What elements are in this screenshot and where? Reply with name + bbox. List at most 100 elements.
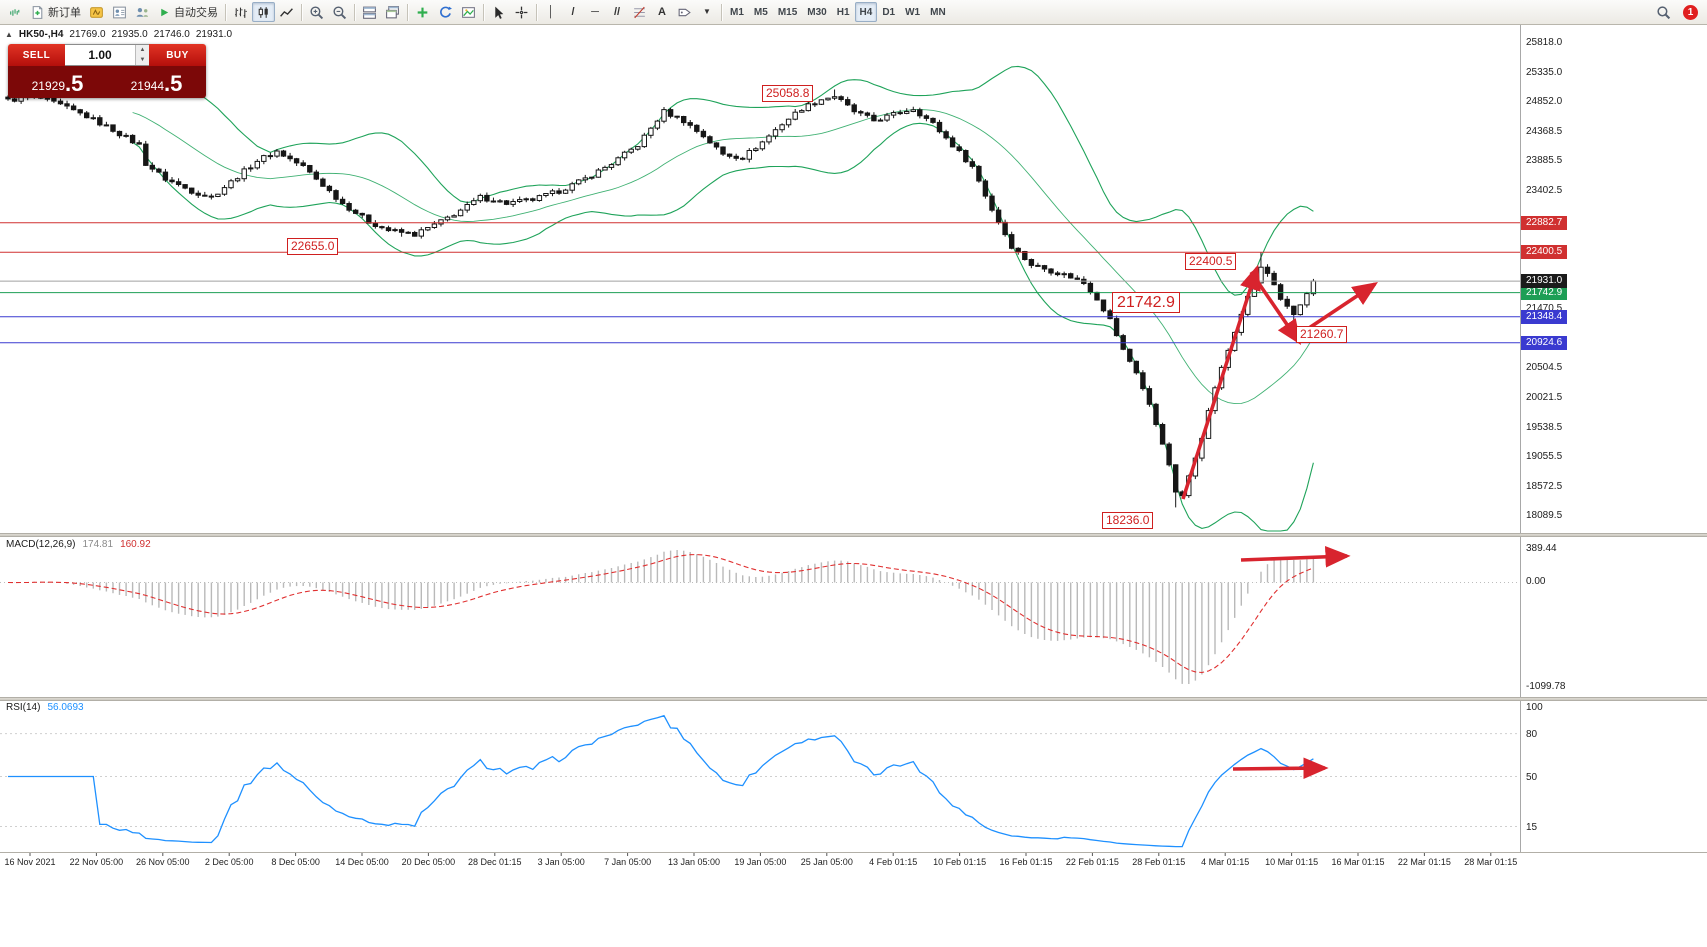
price-axis-label: 23885.5 <box>1526 155 1563 167</box>
volume-up-button[interactable]: ▲ <box>136 45 149 55</box>
toolbar-separator <box>721 3 722 21</box>
cascade-windows-button[interactable] <box>381 2 404 22</box>
crosshair-tool-button[interactable] <box>510 2 533 22</box>
rsi-axis-label: 80 <box>1526 728 1538 740</box>
price-axis-tag[interactable]: 21742.9 <box>1521 285 1568 300</box>
price-callout[interactable]: 25058.8 <box>762 85 814 102</box>
new-order-button[interactable]: 新订单 <box>26 2 85 22</box>
price-axis-tag[interactable]: 22882.7 <box>1521 215 1568 230</box>
new-order-label: 新订单 <box>48 7 81 19</box>
channel-tool-button[interactable]: // <box>606 2 628 22</box>
label-tool-button[interactable] <box>673 2 696 22</box>
timeframe-m5-button[interactable]: M5 <box>753 6 768 18</box>
time-axis-label: 22 Nov 05:00 <box>69 857 124 867</box>
search-button[interactable] <box>1652 2 1675 22</box>
zoom-out-button[interactable] <box>328 2 351 22</box>
price-axis-label: 20504.5 <box>1526 362 1563 374</box>
price-callout[interactable]: 21742.9 <box>1112 292 1180 313</box>
trendline-tool-button[interactable]: / <box>562 2 584 22</box>
price-callout[interactable]: 18236.0 <box>1102 512 1154 529</box>
buy-price-base: 21944 <box>130 79 164 93</box>
zoom-in-icon <box>309 5 324 20</box>
time-axis-label: 22 Feb 01:15 <box>1065 857 1119 867</box>
price-axis-tag[interactable]: 22400.5 <box>1521 245 1568 260</box>
tile-windows-button[interactable] <box>358 2 381 22</box>
timeframe-m1-button[interactable]: M1 <box>730 6 744 18</box>
price-axis-tag[interactable]: 21348.4 <box>1521 309 1568 324</box>
sell-button[interactable]: SELL <box>8 44 65 66</box>
rsi-axis-label: 100 <box>1526 702 1543 713</box>
bar-chart-mode-button[interactable] <box>229 2 252 22</box>
timeframe-w1-button[interactable]: W1 <box>905 6 921 18</box>
rsi-line <box>8 714 1314 848</box>
vertical-line-tool-button[interactable]: │ <box>540 2 562 22</box>
time-axis-label: 8 Dec 05:00 <box>271 857 320 867</box>
price-callout[interactable]: 22400.5 <box>1185 253 1237 270</box>
template-button[interactable] <box>457 2 480 22</box>
trend-arrow[interactable] <box>1249 270 1302 345</box>
price-axis-label: 18089.5 <box>1526 510 1563 522</box>
bollinger-lower-band <box>132 122 1314 532</box>
one-click-collapse-icon[interactable]: ▲ <box>5 30 13 39</box>
candlestick-mode-button[interactable] <box>252 2 275 22</box>
toolbar-separator <box>407 3 408 21</box>
metaeditor-button[interactable] <box>85 2 108 22</box>
buy-button[interactable]: BUY <box>149 44 206 66</box>
macd-signal-value: 160.92 <box>120 539 151 550</box>
autotrading-label: 自动交易 <box>174 7 218 19</box>
time-axis-label: 13 Jan 05:00 <box>667 857 721 867</box>
price-callout[interactable]: 22655.0 <box>287 238 339 255</box>
sell-price[interactable]: 21929 .5 <box>8 66 107 98</box>
price-axis-tag[interactable]: 21931.0 <box>1521 274 1568 289</box>
timeframe-h1-button[interactable]: H1 <box>836 6 850 18</box>
community-button[interactable] <box>131 2 154 22</box>
line-chart-mode-button[interactable] <box>275 2 298 22</box>
timeframe-h4-button[interactable]: H4 <box>854 2 878 22</box>
fibonacci-tool-button[interactable] <box>628 2 651 22</box>
refresh-icon <box>438 5 453 20</box>
time-axis-label: 28 Feb 01:15 <box>1132 857 1186 867</box>
notification-badge[interactable]: 1 <box>1683 4 1698 20</box>
price-axis-tag[interactable]: 20924.6 <box>1521 335 1568 350</box>
autotrading-play-icon <box>158 6 171 19</box>
trend-arrow[interactable] <box>1232 757 1329 780</box>
volume-input[interactable] <box>65 45 135 65</box>
toolbar-separator <box>536 3 537 21</box>
price-callout[interactable]: 21260.7 <box>1296 326 1348 343</box>
zoom-in-button[interactable] <box>305 2 328 22</box>
timeframe-d1-button[interactable]: D1 <box>882 6 896 18</box>
time-axis-label: 28 Dec 01:15 <box>468 857 522 867</box>
market-watch-button[interactable] <box>108 2 131 22</box>
toolbar-separator <box>483 3 484 21</box>
time-axis-label: 10 Mar 01:15 <box>1265 857 1319 867</box>
chevron-down-icon: ▼ <box>703 7 711 16</box>
label-tag-icon <box>677 5 692 20</box>
volume-spinner: ▲ ▼ <box>135 45 149 65</box>
crosshair-icon <box>514 5 529 20</box>
add-indicator-button[interactable] <box>411 2 434 22</box>
new-chart-button[interactable] <box>3 2 26 22</box>
line-chart-icon <box>279 5 294 20</box>
trend-arrow[interactable] <box>1181 264 1261 500</box>
horizontal-line-tool-button[interactable]: ─ <box>584 2 606 22</box>
vertical-line-icon: │ <box>547 5 555 18</box>
rsi-indicator-title: RSI(14) 56.0693 <box>6 702 84 713</box>
timeframe-m30-button[interactable]: M30 <box>807 6 827 18</box>
timeframe-mn-button[interactable]: MN <box>930 6 946 18</box>
trend-arrow[interactable] <box>1240 546 1351 568</box>
macd-axis-label: -1099.78 <box>1526 681 1566 692</box>
volume-down-button[interactable]: ▼ <box>136 55 149 65</box>
refresh-button[interactable] <box>434 2 457 22</box>
cursor-tool-button[interactable] <box>487 2 510 22</box>
shapes-dropdown-button[interactable]: ▼ <box>696 2 718 22</box>
text-tool-button[interactable]: A <box>651 2 673 22</box>
time-axis-label: 3 Jan 05:00 <box>537 857 585 867</box>
volume-field: ▲ ▼ <box>65 44 149 66</box>
timeframe-m15-button[interactable]: M15 <box>777 6 798 18</box>
rsi-panel-splitter[interactable] <box>0 697 1707 701</box>
macd-panel-splitter[interactable] <box>0 533 1707 537</box>
autotrading-button[interactable]: 自动交易 <box>154 2 222 22</box>
chart-window-icon <box>7 5 22 20</box>
buy-price[interactable]: 21944 .5 <box>107 66 206 98</box>
cascade-windows-icon <box>385 5 400 20</box>
